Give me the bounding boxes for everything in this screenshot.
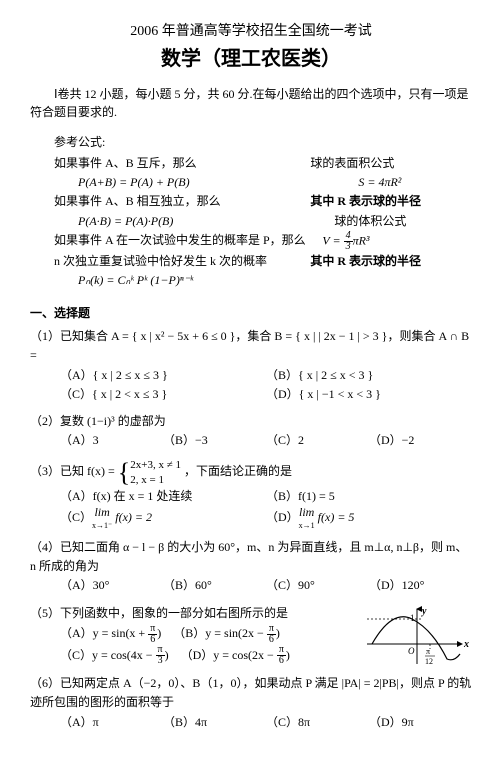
q2-option-d: （D）−2 — [369, 431, 472, 450]
formula-r2-left: P(A+B) = P(A) + P(B) — [30, 173, 334, 192]
formula-title: 参考公式: — [30, 133, 472, 150]
piecewise-icon: { 2x+3, x ≠ 1 2, x = 1 — [118, 458, 181, 487]
frac-den: 3 — [344, 242, 353, 252]
svg-text:π: π — [426, 647, 430, 656]
question-2: （2）复数 (1−i)³ 的虚部为 （A）3 （B）−3 （C）2 （D）−2 — [30, 412, 472, 450]
reference-formulas: 参考公式: 如果事件 A、B 互斥，那么 球的表面积公式 P(A+B) = P(… — [30, 133, 472, 290]
intro-text: Ⅰ卷共 12 小题，每小题 5 分，共 60 分.在每小题给出的四个选项中，只有… — [30, 85, 472, 121]
q3-text: （3）已知 f(x) = { 2x+3, x ≠ 1 2, x = 1 ，下面结… — [30, 458, 472, 487]
q3-option-d: （D）limx→1 f(x) = 5 — [266, 506, 472, 530]
q5-option-d: （D）y = cos(2x − π6) — [181, 648, 290, 662]
question-3: （3）已知 f(x) = { 2x+3, x ≠ 1 2, x = 1 ，下面结… — [30, 458, 472, 530]
q1-option-a: （A）{ x | 2 ≤ x ≤ 3 } — [60, 366, 266, 385]
formula-v-post: πR³ — [353, 233, 370, 247]
q2-option-a: （A）3 — [60, 431, 163, 450]
q5-option-c: （C）y = cos(4x − π3) — [60, 648, 172, 662]
q5-option-a: （A）y = sin(x + π6) — [60, 626, 164, 640]
q1-option-c: （C）{ x | 2 < x ≤ 3 } — [60, 385, 266, 404]
q5-option-b: （B）y = sin(2x − π6) — [173, 626, 280, 640]
q3-option-c: （C）limx→1⁻ f(x) = 2 — [60, 506, 266, 530]
q6-option-a: （A）π — [60, 713, 163, 732]
formula-r4-left: P(A·B) = P(A)·P(B) — [30, 212, 334, 231]
q2-option-b: （B）−3 — [163, 431, 266, 450]
formula-r2-right: S = 4πR² — [334, 173, 502, 192]
header-subtitle: 2006 年普通高等学校招生全国统一考试 — [30, 20, 472, 40]
q3-piece1: 2x+3, x ≠ 1 — [130, 459, 181, 471]
svg-text:1: 1 — [410, 613, 415, 623]
formula-v-eq: V = — [322, 233, 343, 247]
q6-option-b: （B）4π — [163, 713, 266, 732]
q3-option-b: （B）f(1) = 5 — [266, 487, 472, 506]
q6-text: （6）已知两定点 A（−2，0）、B（1，0），如果动点 P 满足 |PA| =… — [30, 674, 472, 712]
formula-r3-right: 其中 R 表示球的半径 — [310, 192, 496, 211]
q1-text: （1）已知集合 A = { x | x² − 5x + 6 ≤ 0 }，集合 B… — [30, 327, 472, 365]
svg-text:y: y — [421, 606, 427, 617]
svg-text:12: 12 — [425, 657, 433, 666]
q4-text: （4）已知二面角 α − l − β 的大小为 60°，m、n 为异面直线，且 … — [30, 538, 472, 576]
formula-r1-right: 球的表面积公式 — [310, 154, 496, 173]
question-1: （1）已知集合 A = { x | x² − 5x + 6 ≤ 0 }，集合 B… — [30, 327, 472, 404]
header-title: 数学（理工农医类） — [30, 42, 472, 71]
q1-option-b: （B）{ x | 2 ≤ x < 3 } — [266, 366, 472, 385]
formula-r5-right: V = 43πR³ — [310, 231, 502, 252]
q6-option-d: （D）9π — [369, 713, 472, 732]
question-5: （5）下列函数中，图象的一部分如右图所示的是 （A）y = sin(x + π6… — [30, 604, 472, 667]
formula-r6-left: n 次独立重复试验中恰好发生 k 次的概率 — [30, 252, 310, 271]
q4-option-a: （A）30° — [60, 576, 163, 595]
q3-post: ，下面结论正确的是 — [184, 464, 292, 478]
formula-r7-left: Pₙ(k) = Cₙᵏ Pᵏ (1−P)ⁿ⁻ᵏ — [30, 271, 334, 290]
question-4: （4）已知二面角 α − l − β 的大小为 60°，m、n 为异面直线，且 … — [30, 538, 472, 596]
q3-option-a: （A）f(x) 在 x = 1 处连续 — [60, 487, 266, 506]
sine-graph-icon: y x 1 O π 12 — [362, 604, 472, 669]
section-1-heading: 一、选择题 — [30, 304, 472, 321]
q1-option-d: （D）{ x | −1 < x < 3 } — [266, 385, 472, 404]
q6-option-c: （C）8π — [266, 713, 369, 732]
q3-pre: （3）已知 f(x) = — [30, 464, 118, 478]
q3-piece2: 2, x = 1 — [130, 474, 164, 486]
svg-text:x: x — [463, 639, 469, 650]
formula-r6-right: 其中 R 表示球的半径 — [310, 252, 496, 271]
formula-r4-right: 球的体积公式 — [334, 212, 502, 231]
formula-r5-left: 如果事件 A 在一次试验中发生的概率是 P，那么 — [30, 231, 310, 252]
svg-text:O: O — [408, 646, 415, 656]
formula-r3-left: 如果事件 A、B 相互独立，那么 — [30, 192, 310, 211]
formula-r1-left: 如果事件 A、B 互斥，那么 — [30, 154, 310, 173]
q4-option-c: （C）90° — [266, 576, 369, 595]
q4-option-d: （D）120° — [369, 576, 472, 595]
q4-option-b: （B）60° — [163, 576, 266, 595]
q2-text: （2）复数 (1−i)³ 的虚部为 — [30, 412, 472, 431]
q2-option-c: （C）2 — [266, 431, 369, 450]
question-6: （6）已知两定点 A（−2，0）、B（1，0），如果动点 P 满足 |PA| =… — [30, 674, 472, 732]
